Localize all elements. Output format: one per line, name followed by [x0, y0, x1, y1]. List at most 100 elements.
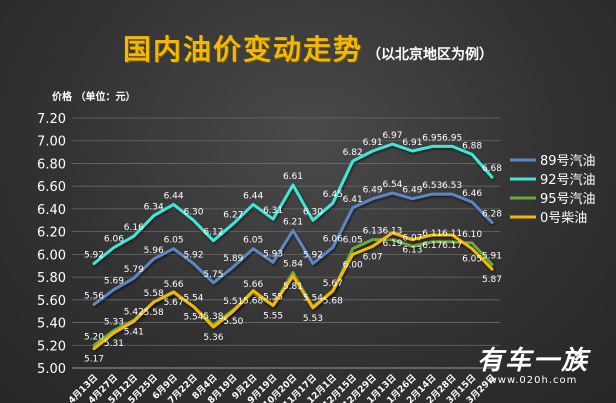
data-labels: 5.565.695.795.966.055.925.755.896.055.93…	[84, 131, 502, 365]
chart-title-group: 国内油价变动走势 （以北京地区为例）	[0, 28, 616, 68]
data-label: 6.13	[363, 227, 383, 237]
series-line-1	[92, 142, 494, 265]
data-label: 5.84	[283, 260, 303, 270]
watermark-url: www.020h.com	[488, 375, 578, 386]
data-label: 6.13	[402, 246, 422, 256]
data-label: 6.30	[183, 207, 203, 217]
y-tick-label: 5.40	[37, 317, 66, 332]
data-label: 6.06	[323, 235, 343, 245]
data-label: 6.16	[124, 223, 144, 233]
data-label: 6.07	[363, 252, 383, 262]
data-label: 6.49	[363, 186, 383, 196]
data-label: 6.06	[104, 235, 124, 245]
data-label: 5.56	[84, 291, 104, 301]
watermark-logo: 有车一族	[476, 346, 589, 376]
data-label: 5.75	[203, 270, 223, 280]
data-label: 6.91	[363, 138, 383, 148]
data-label: 5.87	[482, 275, 502, 285]
y-tick-label: 7.20	[37, 112, 66, 127]
y-tick-label: 5.00	[37, 362, 66, 377]
series-lines	[92, 142, 494, 351]
data-label: 5.55	[263, 312, 283, 322]
x-axis-ticks: 4月13日4月27日5月12日5月25日6月9日7月22日8月4日8月19日9月…	[66, 372, 498, 403]
data-label: 6.17	[422, 241, 442, 251]
data-label: 6.88	[462, 141, 482, 151]
data-label: 5.92	[84, 250, 104, 260]
data-label: 6.27	[223, 211, 243, 221]
data-label: 5.42	[124, 307, 144, 317]
data-label: 6.41	[343, 195, 363, 205]
y-tick-label: 6.20	[37, 226, 66, 241]
y-tick-label: 6.60	[37, 180, 66, 195]
legend-label: 0号柴油	[540, 211, 587, 226]
series-line-0	[92, 191, 494, 306]
legend: 89号汽油 92号汽油 95号汽油 0号柴油	[510, 154, 596, 226]
data-label: 6.45	[323, 190, 343, 200]
data-label: 6.21	[283, 218, 303, 228]
data-label: 6.54	[382, 180, 402, 190]
data-label: 5.31	[104, 339, 124, 349]
watermark: 有车一族 www.020h.com	[458, 340, 608, 386]
data-label: 5.17	[84, 355, 104, 365]
y-tick-label: 6.40	[37, 203, 66, 218]
data-label: 6.28	[482, 210, 502, 220]
y-tick-label: 5.60	[37, 294, 66, 309]
data-label: 5.54	[183, 313, 203, 323]
legend-label: 95号汽油	[540, 192, 596, 207]
data-label: 6.13	[382, 227, 402, 237]
data-label: 5.68	[243, 297, 263, 307]
data-label: 6.30	[303, 207, 323, 217]
data-label: 6.53	[422, 181, 442, 191]
data-label: 5.81	[283, 282, 303, 292]
data-label: 6.31	[263, 206, 283, 216]
data-label: 6.05	[343, 236, 363, 246]
legend-label: 89号汽油	[540, 154, 596, 169]
data-label: 6.61	[283, 172, 303, 182]
data-label: 5.33	[104, 318, 124, 328]
grid-lines	[72, 117, 500, 369]
data-label: 5.20	[84, 332, 104, 342]
data-label: 6.10	[462, 230, 482, 240]
data-label: 5.50	[223, 317, 243, 327]
data-label: 6.95	[422, 133, 442, 143]
data-label: 5.58	[144, 289, 164, 299]
data-label: 6.46	[462, 189, 482, 199]
y-axis-ticks: 5.00 5.20 5.40 5.60 5.80 6.00 6.20 6.40 6.60 6.80…	[37, 112, 66, 377]
data-label: 6.07	[402, 233, 422, 243]
data-label: 6.44	[164, 191, 184, 201]
data-label: 5.67	[323, 279, 343, 289]
y-tick-label: 6.00	[37, 248, 66, 263]
data-label: 6.17	[442, 241, 462, 251]
y-axis-title: 价格 （单位：元）	[52, 92, 136, 103]
data-label: 6.49	[402, 186, 422, 196]
data-label: 5.68	[323, 297, 343, 307]
chart-subtitle: （以北京地区为例）	[367, 47, 493, 63]
y-tick-label: 7.00	[37, 135, 66, 150]
y-tick-label: 6.80	[37, 157, 66, 172]
data-label: 5.92	[303, 250, 323, 260]
data-label: 5.54	[183, 294, 203, 304]
legend-label: 92号汽油	[540, 173, 596, 188]
y-tick-label: 5.20	[37, 339, 66, 354]
data-label: 5.79	[124, 265, 144, 275]
data-label: 6.05	[462, 255, 482, 265]
data-label: 6.82	[343, 148, 363, 158]
data-label: 6.68	[482, 164, 502, 174]
chart-title: 国内油价变动走势	[122, 33, 363, 66]
data-label: 5.96	[144, 246, 164, 256]
data-label: 5.58	[144, 308, 164, 318]
data-label: 5.66	[164, 280, 184, 290]
series-line-3	[92, 231, 494, 351]
data-label: 5.93	[263, 249, 283, 259]
data-label: 5.36	[203, 333, 223, 343]
data-label: 6.05	[164, 236, 184, 246]
data-label: 5.54	[303, 294, 323, 304]
data-label: 5.92	[183, 250, 203, 260]
data-label: 5.55	[263, 293, 283, 303]
data-label: 6.05	[243, 236, 263, 246]
data-label: 6.12	[203, 228, 223, 238]
data-label: 5.66	[243, 280, 263, 290]
data-label: 6.19	[382, 239, 402, 249]
data-label: 6.11	[422, 229, 442, 239]
